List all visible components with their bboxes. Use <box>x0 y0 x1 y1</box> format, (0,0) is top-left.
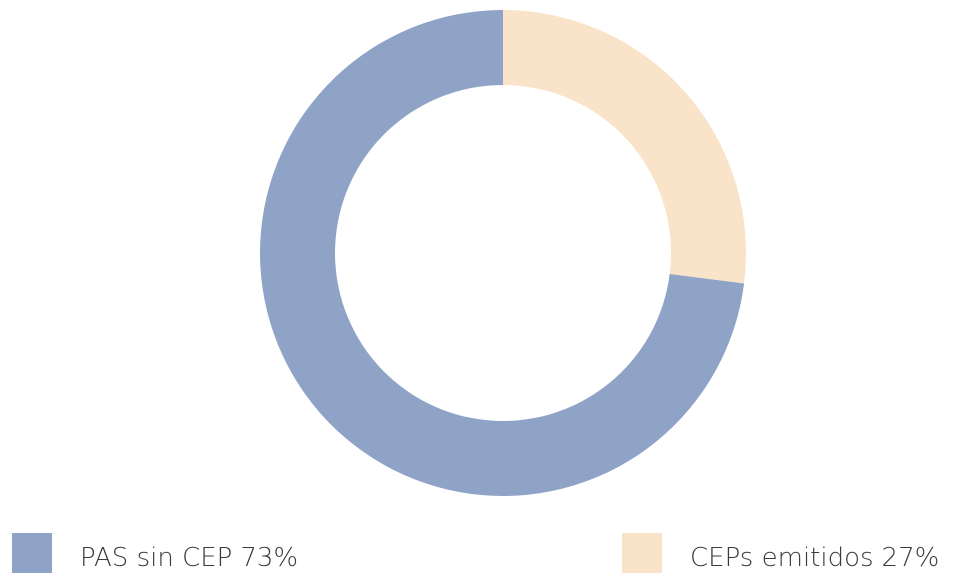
legend-category: CEPs emitidos <box>690 543 874 573</box>
legend-label: CEPs emitidos 27% <box>690 543 939 573</box>
legend-swatch <box>622 533 662 573</box>
legend-swatch <box>12 533 52 573</box>
donut-slice <box>260 10 745 496</box>
donut-slice <box>503 10 746 284</box>
legend-label: PAS sin CEP 73% <box>80 543 298 573</box>
legend-value: 73% <box>240 543 298 573</box>
legend-category: PAS sin CEP <box>80 543 232 573</box>
legend-value: 27% <box>882 543 940 573</box>
